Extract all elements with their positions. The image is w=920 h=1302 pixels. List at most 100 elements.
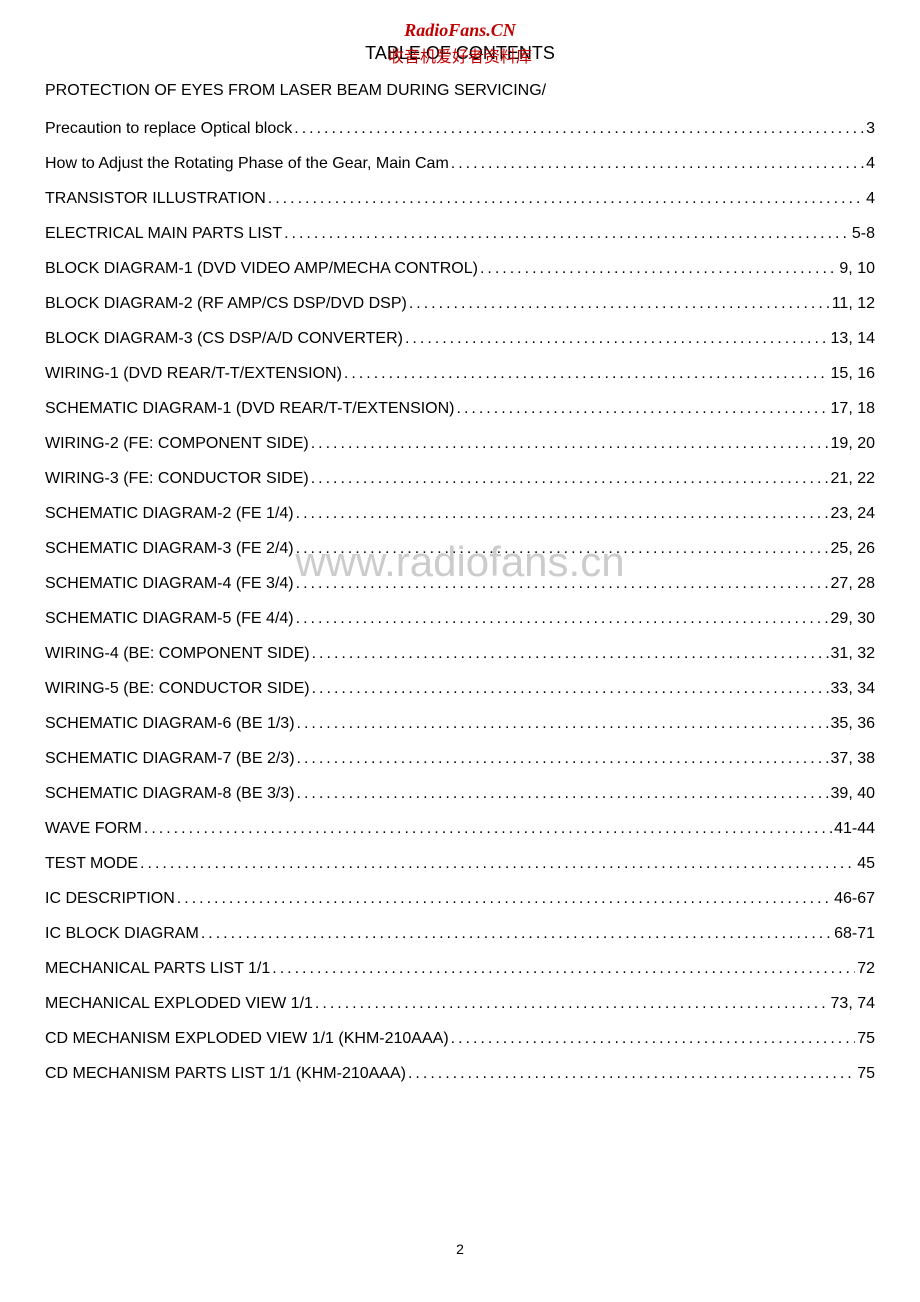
toc-item-label: CD MECHANISM EXPLODED VIEW 1/1 (KHM-210A… [45, 1030, 449, 1048]
section-header: PROTECTION OF EYES FROM LASER BEAM DURIN… [45, 82, 875, 100]
toc-item: WIRING-4 (BE: COMPONENT SIDE) ..........… [45, 645, 875, 663]
toc-item-page: 25, 26 [831, 540, 875, 558]
toc-item: IC DESCRIPTION .........................… [45, 890, 875, 908]
toc-item-label: WIRING-3 (FE: CONDUCTOR SIDE) [45, 470, 309, 488]
toc-item-dots: ........................................… [144, 820, 832, 838]
toc-item: CD MECHANISM PARTS LIST 1/1 (KHM-210AAA)… [45, 1065, 875, 1083]
toc-item-dots: ........................................… [201, 925, 832, 943]
toc-item-label: SCHEMATIC DIAGRAM-2 (FE 1/4) [45, 505, 294, 523]
toc-item: SCHEMATIC DIAGRAM-3 (FE 2/4) ...........… [45, 540, 875, 558]
toc-item-page: 72 [857, 960, 875, 978]
toc-item-page: 3 [866, 120, 875, 138]
toc-item: WIRING-1 (DVD REAR/T-T/EXTENSION) ......… [45, 365, 875, 383]
toc-item-page: 23, 24 [831, 505, 875, 523]
toc-item: MECHANICAL EXPLODED VIEW 1/1 ...........… [45, 995, 875, 1013]
toc-item: SCHEMATIC DIAGRAM-6 (BE 1/3) ...........… [45, 715, 875, 733]
toc-item-dots: ........................................… [457, 400, 829, 418]
toc-item: WIRING-5 (BE: CONDUCTOR SIDE) ..........… [45, 680, 875, 698]
toc-item-page: 35, 36 [831, 715, 875, 733]
toc-item-label: MECHANICAL PARTS LIST 1/1 [45, 960, 270, 978]
toc-item-label: SCHEMATIC DIAGRAM-3 (FE 2/4) [45, 540, 294, 558]
toc-item: WAVE FORM ..............................… [45, 820, 875, 838]
toc-item-dots: ........................................… [315, 995, 829, 1013]
toc-item-label: SCHEMATIC DIAGRAM-6 (BE 1/3) [45, 715, 295, 733]
toc-item-label: Precaution to replace Optical block [45, 120, 292, 138]
toc-item-dots: ........................................… [312, 645, 829, 663]
toc-item-dots: ........................................… [296, 575, 829, 593]
toc-item-page: 19, 20 [831, 435, 875, 453]
toc-item: SCHEMATIC DIAGRAM-4 (FE 3/4) ...........… [45, 575, 875, 593]
toc-item-dots: ........................................… [409, 295, 830, 313]
toc-item-page: 15, 16 [831, 365, 875, 383]
toc-item-dots: ........................................… [405, 330, 829, 348]
toc-item-label: CD MECHANISM PARTS LIST 1/1 (KHM-210AAA) [45, 1065, 406, 1083]
toc-item-label: SCHEMATIC DIAGRAM-7 (BE 2/3) [45, 750, 295, 768]
toc-item-label: SCHEMATIC DIAGRAM-8 (BE 3/3) [45, 785, 295, 803]
toc-item-label: How to Adjust the Rotating Phase of the … [45, 155, 449, 173]
toc-item: WIRING-2 (FE: COMPONENT SIDE) ..........… [45, 435, 875, 453]
toc-item: TEST MODE ..............................… [45, 855, 875, 873]
toc-item-dots: ........................................… [296, 540, 829, 558]
toc-item-label: WAVE FORM [45, 820, 142, 838]
toc-item-label: MECHANICAL EXPLODED VIEW 1/1 [45, 995, 313, 1013]
toc-item-dots: ........................................… [297, 785, 829, 803]
toc-item-page: 4 [866, 155, 875, 173]
toc-item-dots: ........................................… [284, 225, 850, 243]
toc-item-dots: ........................................… [344, 365, 829, 383]
toc-item-page: 73, 74 [831, 995, 875, 1013]
toc-item-page: 5-8 [852, 225, 875, 243]
toc-item-label: WIRING-4 (BE: COMPONENT SIDE) [45, 645, 310, 663]
toc-item: Precaution to replace Optical block.....… [45, 120, 875, 138]
toc-item-label: ELECTRICAL MAIN PARTS LIST [45, 225, 282, 243]
page-number: 2 [0, 1241, 920, 1257]
toc-item-page: 11, 12 [832, 295, 875, 313]
toc-item-label: BLOCK DIAGRAM-3 (CS DSP/A/D CONVERTER) [45, 330, 403, 348]
toc-item: MECHANICAL PARTS LIST 1/1 ..............… [45, 960, 875, 978]
toc-item-page: 9, 10 [839, 260, 875, 278]
toc-item-page: 75 [857, 1030, 875, 1048]
toc-item-dots: ........................................… [296, 505, 829, 523]
toc-item-dots: ........................................… [311, 470, 829, 488]
toc-item-page: 75 [857, 1065, 875, 1083]
toc-item-dots: ........................................… [311, 435, 829, 453]
toc-item-dots: ........................................… [140, 855, 855, 873]
toc-item: How to Adjust the Rotating Phase of the … [45, 155, 875, 173]
toc-item: BLOCK DIAGRAM-2 (RF AMP/CS DSP/DVD DSP).… [45, 295, 875, 313]
toc-item-page: 45 [857, 855, 875, 873]
toc-item-label: SCHEMATIC DIAGRAM-1 (DVD REAR/T-T/EXTENS… [45, 400, 455, 418]
toc-item: SCHEMATIC DIAGRAM-7 (BE 2/3) ...........… [45, 750, 875, 768]
toc-item: BLOCK DIAGRAM-1 (DVD VIDEO AMP/MECHA CON… [45, 260, 875, 278]
toc-item: SCHEMATIC DIAGRAM-8 (BE 3/3) ...........… [45, 785, 875, 803]
toc-item-label: IC DESCRIPTION [45, 890, 175, 908]
toc-item: SCHEMATIC DIAGRAM-5 (FE 4/4) ...........… [45, 610, 875, 628]
toc-item: BLOCK DIAGRAM-3 (CS DSP/A/D CONVERTER)..… [45, 330, 875, 348]
toc-item-label: WIRING-5 (BE: CONDUCTOR SIDE) [45, 680, 310, 698]
toc-item: TRANSISTOR ILLUSTRATION ................… [45, 190, 875, 208]
toc-item-label: TRANSISTOR ILLUSTRATION [45, 190, 266, 208]
toc-item-label: SCHEMATIC DIAGRAM-4 (FE 3/4) [45, 575, 294, 593]
toc-item: IC BLOCK DIAGRAM........................… [45, 925, 875, 943]
toc-item-page: 29, 30 [831, 610, 875, 628]
toc-item: CD MECHANISM EXPLODED VIEW 1/1 (KHM-210A… [45, 1030, 875, 1048]
header-watermark: RadioFans.CN [45, 20, 875, 41]
toc-item-page: 13, 14 [831, 330, 875, 348]
toc-item-dots: ........................................… [297, 750, 829, 768]
toc-item-dots: ........................................… [268, 190, 864, 208]
toc-item-page: 17, 18 [831, 400, 875, 418]
toc-item-dots: ........................................… [451, 1030, 856, 1048]
toc-item: SCHEMATIC DIAGRAM-1 (DVD REAR/T-T/EXTENS… [45, 400, 875, 418]
toc-item-dots: ........................................… [177, 890, 832, 908]
toc-item: ELECTRICAL MAIN PARTS LIST .............… [45, 225, 875, 243]
toc-item-dots: ........................................… [294, 120, 864, 138]
toc-item-label: IC BLOCK DIAGRAM [45, 925, 199, 943]
toc-item-dots: ........................................… [296, 610, 829, 628]
toc-item-label: SCHEMATIC DIAGRAM-5 (FE 4/4) [45, 610, 294, 628]
toc-item-dots: ........................................… [297, 715, 829, 733]
toc-item: WIRING-3 (FE: CONDUCTOR SIDE) ..........… [45, 470, 875, 488]
toc-item: SCHEMATIC DIAGRAM-2 (FE 1/4) ...........… [45, 505, 875, 523]
toc-item-dots: ........................................… [312, 680, 829, 698]
toc-item-label: BLOCK DIAGRAM-1 (DVD VIDEO AMP/MECHA CON… [45, 260, 478, 278]
toc-item-page: 46-67 [834, 890, 875, 908]
toc-item-dots: ........................................… [451, 155, 864, 173]
toc-item-label: WIRING-2 (FE: COMPONENT SIDE) [45, 435, 309, 453]
